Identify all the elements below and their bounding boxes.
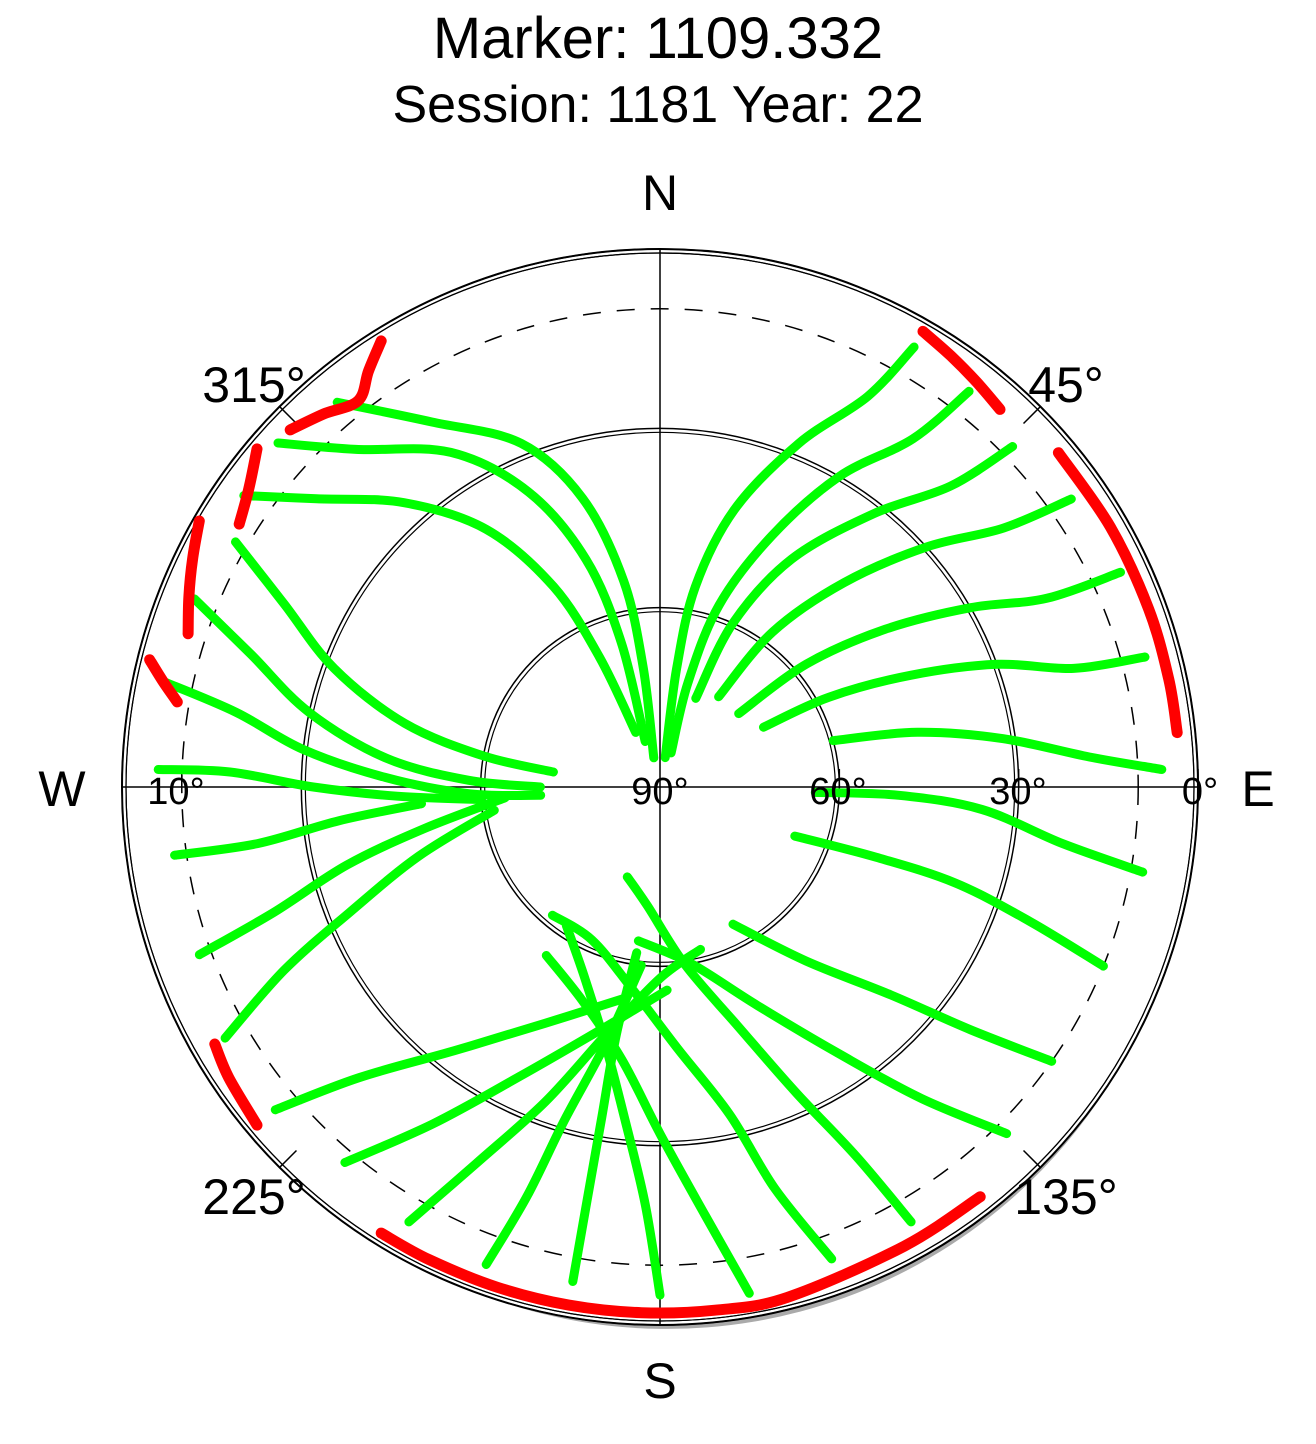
track-0-5 bbox=[691, 442, 1018, 703]
track-0-0 bbox=[332, 397, 659, 763]
track-1-5 bbox=[1052, 447, 1183, 739]
track-0-12 bbox=[231, 537, 558, 777]
track-0-24 bbox=[481, 960, 646, 1269]
east-label: E bbox=[1241, 761, 1274, 817]
track-0-19 bbox=[622, 872, 916, 1227]
elevation-label-60: 60° bbox=[809, 771, 866, 813]
track-0-18 bbox=[220, 805, 499, 1043]
west-label: W bbox=[38, 761, 86, 817]
track-0-10 bbox=[810, 787, 1148, 877]
chart-subtitle: Session: 1181 Year: 22 bbox=[392, 76, 923, 134]
azimuth-label-135: 135° bbox=[1014, 1169, 1117, 1225]
elevation-label-cutoff: 10° bbox=[147, 771, 204, 813]
track-0-3 bbox=[660, 342, 919, 763]
track-0-14 bbox=[158, 676, 546, 801]
track-1-6 bbox=[209, 1038, 263, 1131]
elevation-label-30: 30° bbox=[989, 771, 1046, 813]
track-0-2 bbox=[239, 491, 641, 737]
track-0-8 bbox=[759, 652, 1150, 732]
south-label: S bbox=[643, 1353, 676, 1409]
track-0-21 bbox=[541, 951, 754, 1298]
track-0-22 bbox=[561, 921, 665, 1300]
satellite-tracks bbox=[144, 325, 1183, 1319]
track-1-2 bbox=[182, 515, 205, 640]
north-label: N bbox=[642, 165, 678, 221]
track-0-15 bbox=[153, 765, 486, 804]
track-0-26 bbox=[340, 985, 672, 1167]
chart-title: Marker: 1109.332 bbox=[433, 6, 883, 71]
track-0-17 bbox=[194, 793, 510, 960]
azimuth-label-315: 315° bbox=[202, 357, 305, 413]
track-0-7 bbox=[734, 567, 1125, 719]
track-0-13 bbox=[189, 594, 545, 792]
azimuth-label-225: 225° bbox=[202, 1169, 305, 1225]
track-1-7 bbox=[375, 1191, 986, 1319]
track-0-11 bbox=[790, 831, 1108, 971]
track-0-20 bbox=[547, 910, 837, 1264]
elevation-label-0: 0° bbox=[1182, 771, 1218, 813]
track-1-0 bbox=[284, 335, 387, 436]
track-1-4 bbox=[917, 325, 1006, 415]
track-0-6 bbox=[714, 494, 1076, 702]
horizon-circle-inner bbox=[125, 252, 1195, 1322]
elevation-label-90: 90° bbox=[631, 771, 688, 813]
track-1-3 bbox=[144, 654, 183, 708]
track-0-28 bbox=[728, 919, 1057, 1066]
track-0-1 bbox=[273, 438, 650, 746]
track-0-27 bbox=[633, 936, 1012, 1139]
horizon-circle bbox=[121, 248, 1199, 1326]
azimuth-label-45: 45° bbox=[1028, 357, 1104, 413]
track-0-4 bbox=[666, 386, 974, 758]
track-0-29 bbox=[270, 994, 628, 1115]
track-1-1 bbox=[233, 443, 263, 530]
track-0-9 bbox=[828, 727, 1167, 774]
track-0-16 bbox=[170, 799, 426, 860]
track-0-25 bbox=[404, 944, 705, 1227]
